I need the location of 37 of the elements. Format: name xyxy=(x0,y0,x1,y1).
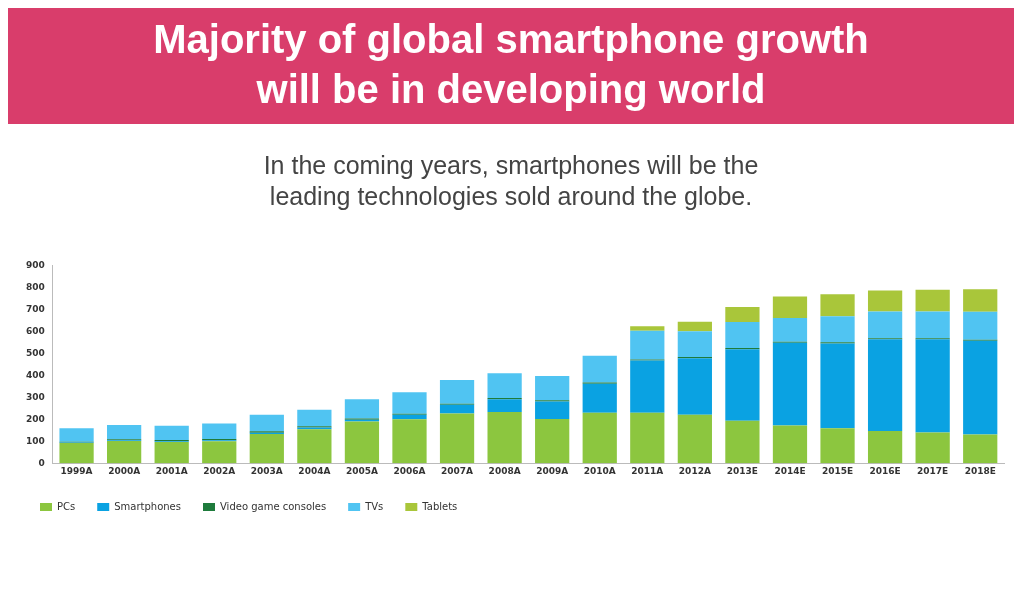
chart-title: Majority of global smartphone growth will be in developing world xyxy=(8,8,1014,124)
y-tick-label: 300 xyxy=(25,391,45,402)
x-tick-label: 2011A xyxy=(631,465,664,476)
x-tick-label: 2003A xyxy=(250,465,283,476)
x-tick-label: 2004A xyxy=(298,465,331,476)
x-tick-label: 2015E xyxy=(821,465,854,476)
x-tick-label: 2010A xyxy=(583,465,616,476)
y-tick-label: 100 xyxy=(25,435,45,446)
x-tick-label: 1999A xyxy=(60,465,93,476)
y-tick-label: 500 xyxy=(25,347,45,358)
x-tick-label: 2002A xyxy=(203,465,236,476)
legend-label: Tablets xyxy=(421,500,458,512)
x-tick-label: 2005A xyxy=(345,465,378,476)
x-tick-label: 2014E xyxy=(774,465,806,476)
y-tick-label: 0 xyxy=(38,457,45,468)
x-tick-label: 2013E xyxy=(726,465,759,476)
chart-subtitle: In the coming years, smartphones will be the leading technologies sold around the globe. xyxy=(262,150,760,212)
legend-label: Video game consoles xyxy=(219,500,327,512)
x-tick-label: 2007A xyxy=(441,465,474,476)
x-tick-label: 2009A xyxy=(536,465,569,476)
legend-label: Smartphones xyxy=(114,500,181,512)
x-tick-label: 2012A xyxy=(678,465,711,476)
x-tick-label: 2008A xyxy=(488,465,521,476)
y-tick-label: 800 xyxy=(25,281,45,292)
y-tick-label: 700 xyxy=(25,303,45,314)
y-tick-label: 200 xyxy=(25,413,45,424)
legend-label: TVs xyxy=(364,500,384,512)
y-tick-label: 600 xyxy=(25,325,45,336)
x-tick-label: 2001A xyxy=(155,465,188,476)
y-tick-label: 400 xyxy=(25,369,45,380)
x-tick-label: 2017E xyxy=(917,465,949,476)
x-tick-label: 2000A xyxy=(108,465,141,476)
legend-label: PCs xyxy=(57,500,76,512)
x-tick-label: 2016E xyxy=(869,465,901,476)
x-tick-label: 2006A xyxy=(393,465,426,476)
y-tick-label: 900 xyxy=(25,259,45,270)
x-tick-label: 2018E xyxy=(964,465,996,476)
